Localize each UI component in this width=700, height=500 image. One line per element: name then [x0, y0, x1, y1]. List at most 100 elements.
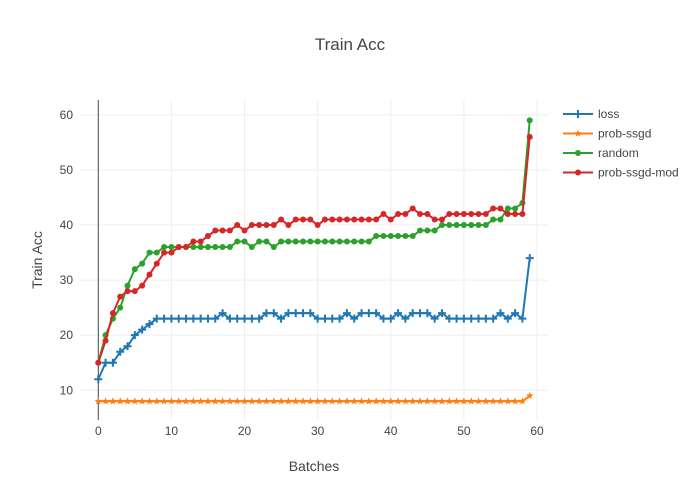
legend-item-prob-ssgd-mod[interactable]: prob-ssgd-mod: [563, 166, 679, 180]
data-point: [511, 397, 519, 405]
data-point: [379, 314, 388, 323]
data-point: [336, 216, 343, 223]
data-point: [526, 133, 533, 140]
data-point: [409, 205, 416, 212]
data-point: [459, 314, 468, 323]
x-tick-label: 30: [311, 424, 325, 438]
data-point: [504, 205, 511, 212]
data-point: [446, 211, 453, 218]
data-point: [409, 233, 416, 240]
data-point: [453, 222, 460, 229]
data-point: [313, 314, 322, 323]
data-point: [101, 397, 110, 405]
data-point: [490, 205, 497, 212]
data-point: [431, 227, 438, 234]
data-point: [306, 309, 315, 318]
data-point: [518, 397, 527, 405]
data-point: [189, 314, 198, 323]
data-point: [218, 309, 227, 318]
data-point: [278, 238, 285, 245]
data-point: [430, 397, 439, 405]
data-point: [314, 222, 321, 229]
data-point: [167, 397, 176, 405]
data-point: [526, 117, 533, 124]
data-point: [291, 397, 300, 405]
data-point: [482, 222, 489, 229]
data-point: [575, 169, 581, 176]
data-point: [161, 244, 168, 251]
data-point: [94, 375, 103, 384]
data-point: [218, 397, 227, 405]
data-point: [497, 205, 504, 212]
data-point: [248, 244, 255, 251]
series-prob-ssgd-mod: [95, 133, 533, 366]
data-point: [219, 244, 226, 251]
data-point: [320, 314, 329, 323]
data-point: [108, 358, 117, 367]
data-point: [234, 238, 241, 245]
data-point: [183, 244, 190, 251]
data-point: [474, 397, 483, 405]
data-point: [482, 397, 490, 405]
data-point: [365, 397, 373, 405]
data-point: [350, 397, 359, 405]
data-point: [496, 309, 505, 318]
data-point: [285, 222, 292, 229]
data-point: [95, 359, 102, 366]
data-point: [386, 314, 395, 323]
data-point: [402, 233, 409, 240]
series-layer: [94, 117, 534, 405]
data-point: [174, 397, 183, 405]
data-point: [329, 216, 336, 223]
data-point: [350, 314, 359, 323]
data-point: [211, 397, 220, 405]
data-point: [321, 397, 329, 405]
x-axis-title: Batches: [289, 458, 340, 474]
data-point: [343, 216, 350, 223]
data-point: [300, 216, 307, 223]
data-point: [417, 211, 424, 218]
data-point: [481, 314, 490, 323]
legend-item-random[interactable]: random: [563, 146, 639, 160]
legend-label: random: [598, 146, 639, 160]
data-point: [241, 227, 248, 234]
data-point: [190, 244, 197, 251]
data-point: [475, 211, 482, 218]
data-point: [204, 397, 212, 405]
data-point: [575, 150, 581, 156]
data-point: [197, 238, 204, 245]
data-point: [453, 211, 460, 218]
data-point: [182, 314, 191, 323]
data-point: [328, 397, 337, 405]
data-point: [256, 222, 263, 229]
data-point: [424, 211, 431, 218]
data-point: [438, 222, 445, 229]
legend-item-prob-ssgd[interactable]: prob-ssgd: [563, 127, 651, 141]
data-point: [504, 211, 511, 218]
data-point: [138, 325, 147, 334]
series-prob-ssgd: [94, 391, 534, 405]
data-point: [438, 216, 445, 223]
data-point: [408, 309, 417, 318]
data-point: [190, 238, 197, 245]
data-point: [152, 397, 161, 405]
y-axis-ticks: 10 20 30 40 50 60: [60, 108, 74, 397]
data-point: [174, 314, 183, 323]
legend[interactable]: loss prob-ssgd random prob-ssgd-mod: [563, 107, 679, 180]
data-point: [430, 314, 439, 323]
data-point: [467, 397, 476, 405]
data-point: [511, 309, 520, 318]
data-point: [503, 314, 512, 323]
y-tick-label: 50: [60, 163, 74, 177]
data-point: [351, 238, 358, 245]
data-point: [358, 216, 365, 223]
data-point: [357, 309, 366, 318]
data-point: [351, 216, 358, 223]
data-point: [278, 216, 285, 223]
data-point: [408, 397, 417, 405]
data-point: [212, 244, 219, 251]
legend-item-loss[interactable]: loss: [563, 107, 619, 121]
data-point: [364, 309, 373, 318]
data-point: [139, 282, 146, 289]
